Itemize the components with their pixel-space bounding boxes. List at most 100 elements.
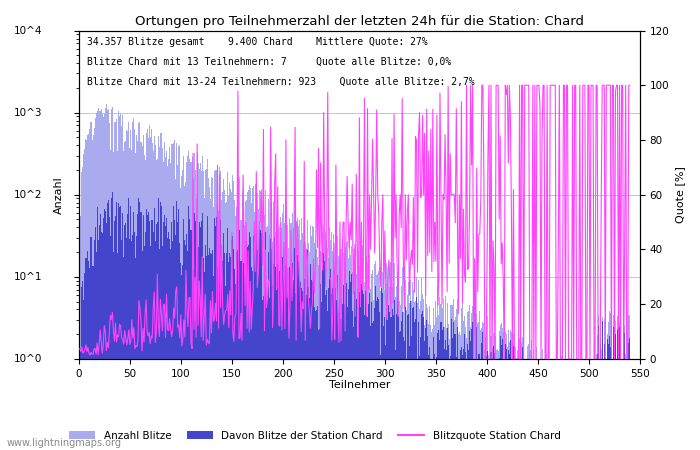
Bar (175, 235, 176, 450)
Bar (509, 342, 510, 450)
Bar (398, 266, 399, 450)
Bar (376, 301, 377, 450)
Bar (102, 114, 103, 450)
Bar (145, 232, 146, 450)
Bar (356, 274, 357, 450)
Bar (399, 332, 400, 450)
Bar (453, 322, 454, 450)
Bar (415, 320, 416, 450)
Bar (318, 265, 319, 450)
Bar (514, 359, 515, 450)
Bar (420, 337, 421, 450)
Bar (469, 331, 470, 450)
Bar (607, 339, 608, 450)
Bar (204, 198, 205, 450)
Blitzquote Station Chard (552, 356, 561, 362)
Bar (306, 248, 307, 450)
Bar (267, 300, 268, 450)
Bar (594, 359, 596, 450)
Bar (315, 250, 316, 450)
Bar (581, 359, 582, 450)
Bar (428, 355, 429, 450)
Bar (298, 261, 299, 450)
Bar (300, 240, 301, 450)
Bar (104, 209, 105, 450)
Bar (239, 177, 241, 450)
Bar (280, 256, 281, 450)
Bar (206, 216, 208, 450)
Bar (146, 215, 148, 450)
Bar (561, 356, 562, 450)
Bar (531, 359, 532, 450)
Bar (362, 245, 363, 450)
Bar (522, 337, 523, 450)
Bar (563, 359, 564, 450)
Bar (222, 192, 223, 450)
Bar (323, 225, 324, 450)
Bar (340, 319, 342, 450)
Bar (286, 207, 288, 450)
Bar (622, 359, 623, 450)
Bar (512, 359, 513, 450)
Bar (302, 244, 304, 450)
Bar (127, 131, 128, 450)
Bar (528, 359, 529, 450)
Bar (411, 301, 412, 450)
Bar (524, 359, 525, 450)
Bar (260, 191, 261, 450)
Bar (349, 243, 350, 450)
Bar (323, 253, 324, 450)
Bar (601, 349, 602, 450)
Bar (433, 308, 435, 450)
Bar (320, 284, 321, 450)
Bar (328, 288, 329, 450)
Bar (374, 264, 375, 450)
Bar (156, 160, 157, 450)
Bar (504, 359, 505, 450)
Bar (483, 359, 484, 450)
Bar (418, 322, 419, 450)
Bar (335, 238, 337, 450)
Bar (301, 218, 302, 450)
Bar (393, 263, 395, 450)
Bar (504, 356, 505, 450)
Bar (624, 333, 625, 450)
Bar (274, 237, 275, 450)
Bar (489, 358, 491, 450)
Bar (474, 359, 475, 450)
Bar (516, 359, 517, 450)
Bar (533, 359, 534, 450)
Bar (534, 359, 536, 450)
Bar (366, 286, 367, 450)
Bar (382, 272, 384, 450)
Bar (135, 153, 136, 450)
Bar (552, 359, 553, 450)
Bar (355, 275, 356, 450)
Bar (333, 263, 335, 450)
Bar (166, 218, 167, 450)
Bar (188, 206, 190, 450)
Bar (324, 261, 326, 450)
Bar (241, 275, 242, 450)
Bar (284, 223, 286, 450)
Bar (177, 165, 178, 450)
Bar (617, 316, 618, 450)
Bar (529, 359, 531, 450)
Bar (330, 270, 331, 450)
Bar (132, 122, 134, 450)
Bar (115, 216, 116, 450)
Bar (417, 303, 418, 450)
Bar (209, 187, 210, 450)
Bar (584, 359, 585, 450)
Bar (598, 359, 600, 450)
Bar (211, 254, 212, 450)
Bar (254, 254, 255, 450)
Bar (144, 155, 145, 450)
Bar (271, 212, 272, 450)
Bar (168, 159, 169, 450)
Bar (462, 355, 463, 450)
Bar (550, 359, 551, 450)
Bar (424, 325, 425, 450)
Bar (237, 250, 239, 450)
Bar (96, 252, 97, 450)
